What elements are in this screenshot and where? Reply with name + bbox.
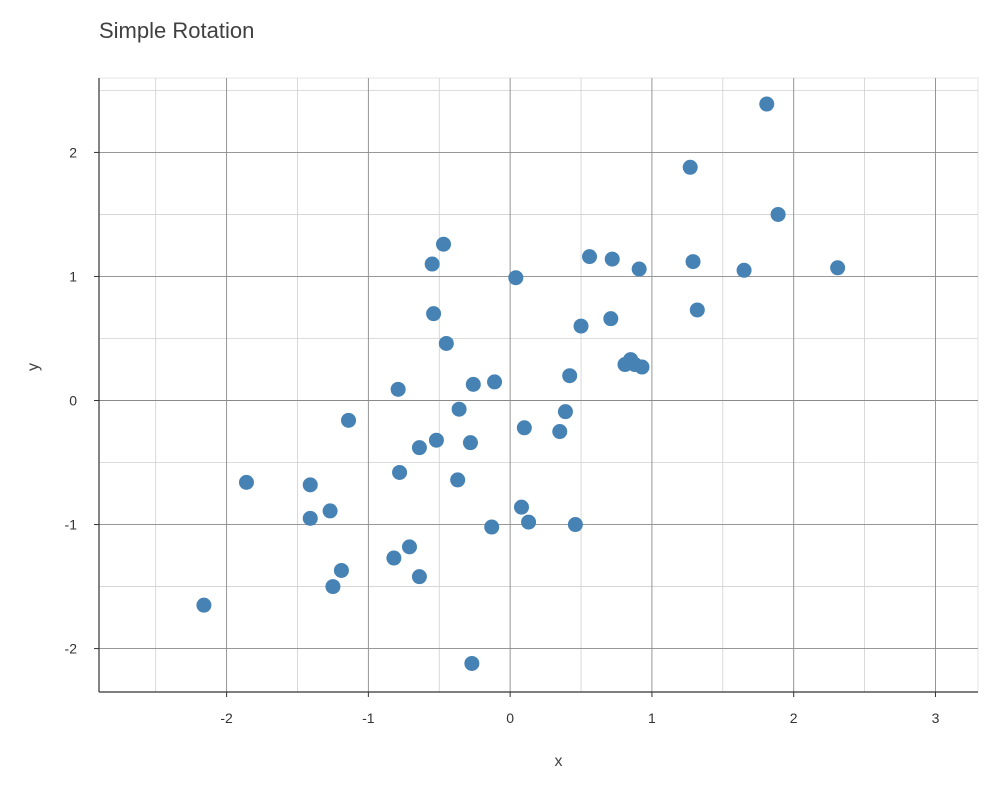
data-point [682, 159, 698, 175]
data-point [603, 311, 619, 327]
data-point [830, 260, 846, 276]
data-point [573, 318, 589, 334]
data-point [484, 519, 500, 535]
x-tick-label: -2 [220, 710, 233, 726]
data-point [392, 464, 408, 480]
data-point [450, 472, 466, 488]
data-point [685, 254, 701, 270]
axes [94, 78, 978, 697]
data-point [238, 474, 254, 490]
data-point [325, 579, 341, 595]
x-tick-label: -1 [362, 710, 375, 726]
data-point [464, 655, 480, 671]
data-point [390, 381, 406, 397]
x-tick-label: 3 [932, 710, 940, 726]
data-point [736, 262, 752, 278]
tick-labels: -2 -1 0 1 2 3 -2 -1 0 1 2 [65, 144, 940, 726]
x-tick-label: 2 [790, 710, 798, 726]
plot-area [98, 77, 979, 693]
data-point [302, 477, 318, 493]
data-point [341, 412, 357, 428]
data-point [521, 514, 537, 530]
data-point [462, 435, 478, 451]
data-point [604, 251, 620, 267]
chart-title: Simple Rotation [99, 18, 255, 43]
data-point [582, 249, 598, 265]
data-point [634, 359, 650, 375]
data-point [513, 499, 529, 515]
data-point [631, 261, 647, 277]
data-point [552, 424, 568, 440]
data-point [451, 401, 467, 417]
y-tick-label: 0 [69, 393, 77, 409]
data-point [386, 550, 402, 566]
data-point [770, 206, 786, 222]
minor-gridlines [99, 78, 978, 692]
data-point [562, 368, 578, 384]
data-point [411, 569, 427, 585]
data-point [487, 374, 503, 390]
y-tick-label: -1 [65, 517, 78, 533]
data-point [424, 256, 440, 272]
x-tick-label: 1 [648, 710, 656, 726]
data-point [516, 420, 532, 436]
data-point [333, 562, 349, 578]
data-point [759, 96, 775, 112]
data-point [322, 503, 338, 519]
x-axis-label: x [555, 753, 563, 770]
data-point [428, 432, 444, 448]
data-point [557, 404, 573, 420]
data-point [436, 236, 452, 252]
data-points [196, 96, 846, 671]
y-axis-label: y [25, 363, 42, 371]
y-tick-label: 1 [69, 268, 77, 284]
data-point [438, 335, 454, 351]
data-point [196, 597, 212, 613]
major-gridlines [99, 78, 978, 692]
data-point [401, 539, 417, 555]
data-point [689, 302, 705, 318]
y-tick-label: 2 [69, 144, 77, 160]
data-point [508, 270, 524, 286]
data-point [426, 306, 442, 322]
data-point [411, 440, 427, 456]
data-point [567, 517, 583, 533]
y-tick-label: -2 [65, 641, 78, 657]
data-point [302, 510, 318, 526]
x-tick-label: 0 [506, 710, 514, 726]
data-point [465, 376, 481, 392]
